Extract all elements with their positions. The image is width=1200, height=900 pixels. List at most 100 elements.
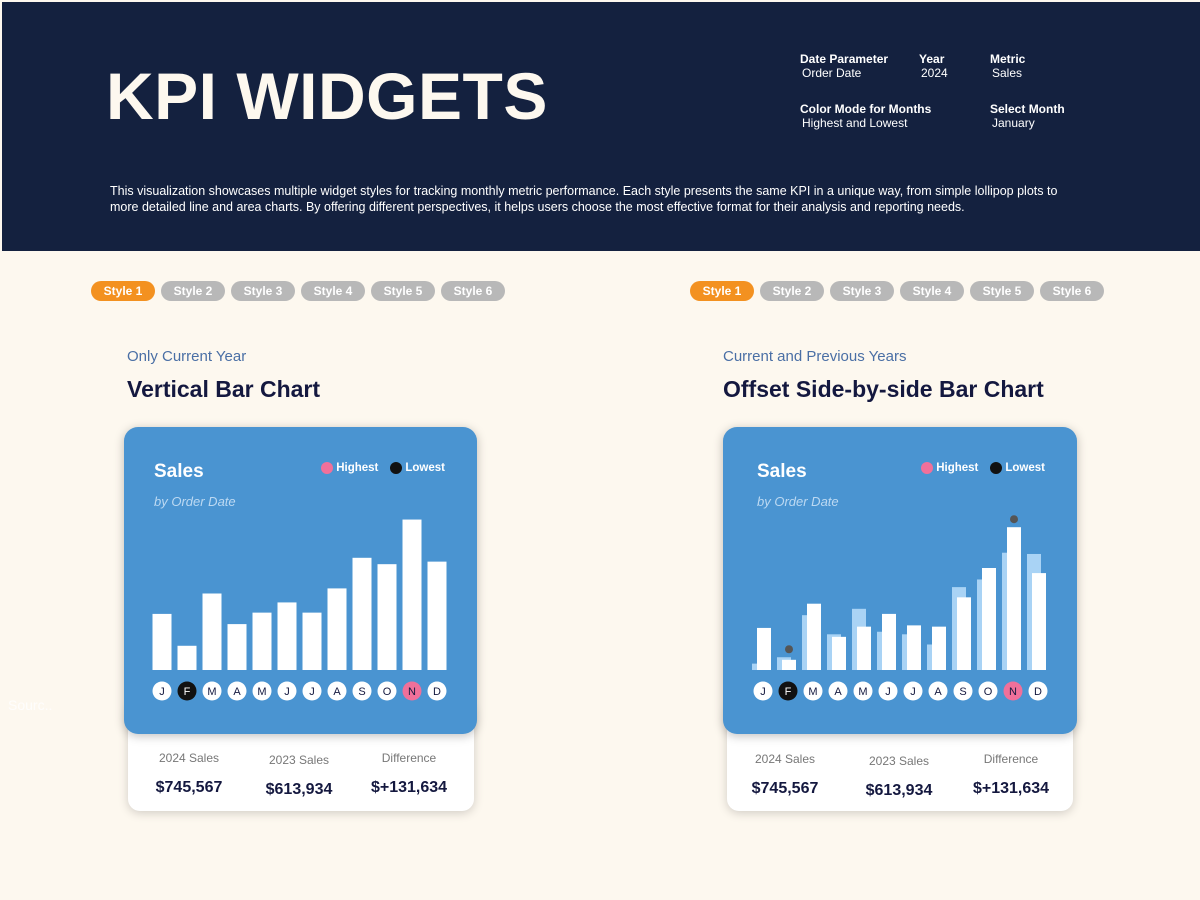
card-title: Sales xyxy=(757,461,807,482)
param-year[interactable]: Year 2024 xyxy=(919,52,948,80)
month-label: J xyxy=(309,686,315,698)
tab-style-3[interactable]: Style 3 xyxy=(231,281,295,301)
param-date[interactable]: Date Parameter Order Date xyxy=(800,52,888,80)
param-color-mode[interactable]: Color Mode for Months Highest and Lowest xyxy=(800,102,931,130)
legend-highest-label: Highest xyxy=(336,462,379,474)
bar xyxy=(227,624,247,670)
stat-current: 2024 Sales $745,567 xyxy=(730,752,840,798)
tab-style-1[interactable]: Style 1 xyxy=(91,281,155,301)
bar xyxy=(352,557,372,670)
month-label: D xyxy=(1034,686,1042,698)
lowest-dot-icon xyxy=(990,462,1003,474)
stat-previous: 2023 Sales $613,934 xyxy=(244,753,354,799)
bar xyxy=(177,645,197,670)
bar xyxy=(327,588,347,670)
legend-highest: Highest xyxy=(321,462,378,474)
month-label: O xyxy=(383,686,392,698)
param-year-label: Year xyxy=(919,52,945,66)
bar-current-year xyxy=(882,613,896,670)
stat-value: $+131,634 xyxy=(972,780,1050,797)
highest-dot-icon xyxy=(921,462,934,474)
month-label: O xyxy=(984,686,993,698)
tab-style-4[interactable]: Style 4 xyxy=(900,281,964,301)
month-marker xyxy=(227,681,247,701)
tab-style-6[interactable]: Style 6 xyxy=(1040,281,1104,301)
month-label: J xyxy=(159,686,165,698)
description: This visualization showcases multiple wi… xyxy=(110,184,1058,214)
marker-dot xyxy=(1010,515,1018,524)
month-label: S xyxy=(959,686,966,698)
bar-current-year xyxy=(932,626,946,670)
legend-lowest-label: Lowest xyxy=(405,462,445,474)
stat-label: 2024 Sales xyxy=(158,751,220,765)
tab-style-5[interactable]: Style 5 xyxy=(970,281,1034,301)
stat-previous: 2023 Sales $613,934 xyxy=(844,754,954,800)
month-label: A xyxy=(834,686,842,698)
month-marker xyxy=(377,681,397,701)
tab-style-4[interactable]: Style 4 xyxy=(301,281,365,301)
stat-label: 2023 Sales xyxy=(268,753,330,767)
widget-subtitle: Current and Previous Years xyxy=(723,348,907,365)
bar xyxy=(202,593,222,670)
month-label: S xyxy=(358,686,365,698)
bar-current-year xyxy=(982,568,996,670)
month-marker xyxy=(352,681,372,701)
month-marker xyxy=(803,681,823,701)
legend-highest: Highest xyxy=(921,462,978,474)
legend: Highest Lowest xyxy=(921,462,1045,474)
month-label: A xyxy=(233,686,241,698)
param-select-month-value: January xyxy=(992,116,1035,130)
param-metric-value: Sales xyxy=(992,66,1023,80)
param-select-month[interactable]: Select Month January xyxy=(990,102,1065,130)
tab-style-6[interactable]: Style 6 xyxy=(441,281,505,301)
month-label: N xyxy=(1009,686,1017,698)
widget-title: Offset Side-by-side Bar Chart xyxy=(723,376,1044,402)
legend-highest-label: Highest xyxy=(936,462,979,474)
bar-current-year xyxy=(857,626,871,670)
stat-label: Difference xyxy=(381,751,437,765)
tab-style-2[interactable]: Style 2 xyxy=(161,281,225,301)
month-label: M xyxy=(257,686,266,698)
bar-current-year xyxy=(1007,527,1021,670)
style-tabs-right: Style 1 Style 2 Style 3 Style 4 Style 5 … xyxy=(690,281,1104,301)
param-year-value: 2024 xyxy=(921,66,948,80)
tab-style-1[interactable]: Style 1 xyxy=(690,281,754,301)
month-marker xyxy=(753,681,773,701)
bar-current-year xyxy=(907,625,921,670)
bar-current-year xyxy=(757,627,771,670)
month-marker xyxy=(778,681,798,701)
widget-title: Vertical Bar Chart xyxy=(127,376,321,402)
lowest-dot-icon xyxy=(390,462,403,474)
month-label: M xyxy=(858,686,867,698)
month-marker xyxy=(828,681,848,701)
month-marker xyxy=(928,681,948,701)
kpi-card: Sales by Order Date Highest Lowest J F M A M… xyxy=(124,427,477,734)
bar xyxy=(427,561,447,670)
param-metric[interactable]: Metric Sales xyxy=(990,52,1025,80)
param-metric-label: Metric xyxy=(990,52,1026,66)
tab-style-2[interactable]: Style 2 xyxy=(760,281,824,301)
legend: Highest Lowest xyxy=(321,462,445,474)
page-title: KPI WIDGETS xyxy=(106,59,548,133)
tab-style-3[interactable]: Style 3 xyxy=(830,281,894,301)
month-marker xyxy=(302,681,322,701)
stat-value: $613,934 xyxy=(865,782,933,799)
tab-style-5[interactable]: Style 5 xyxy=(371,281,435,301)
month-marker xyxy=(202,681,222,701)
month-marker xyxy=(327,681,347,701)
param-select-month-label: Select Month xyxy=(990,102,1065,116)
legend-lowest-label: Lowest xyxy=(1005,462,1045,474)
param-color-mode-label: Color Mode for Months xyxy=(800,102,932,116)
param-color-mode-value: Highest and Lowest xyxy=(802,116,908,130)
bar-current-year xyxy=(807,603,821,670)
stat-label: 2023 Sales xyxy=(868,754,930,768)
legend-lowest: Lowest xyxy=(990,462,1045,474)
stat-label: 2024 Sales xyxy=(754,752,816,766)
month-marker xyxy=(152,681,172,701)
stat-value: $745,567 xyxy=(155,779,223,796)
month-marker xyxy=(1003,681,1023,701)
card-title: Sales xyxy=(154,461,204,482)
stat-label: Difference xyxy=(983,752,1039,766)
